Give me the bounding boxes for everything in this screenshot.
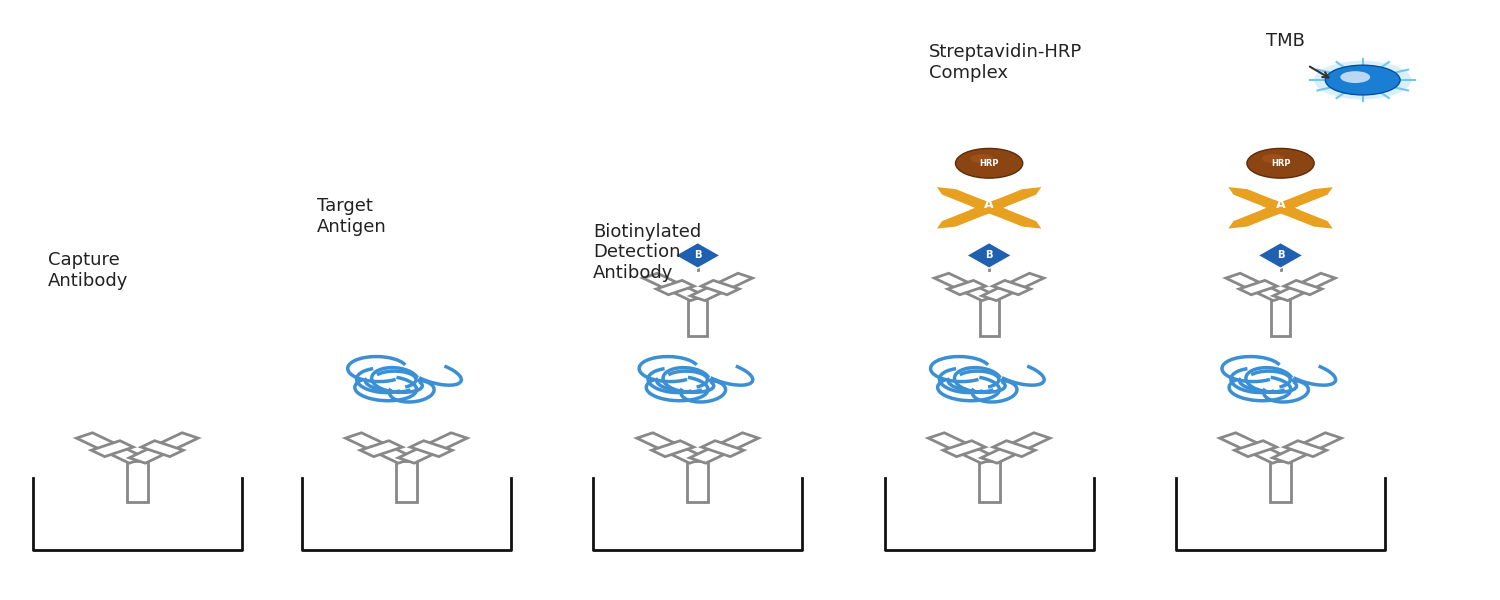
Text: B: B	[986, 250, 993, 260]
Polygon shape	[1274, 273, 1335, 301]
Polygon shape	[1228, 187, 1299, 215]
Polygon shape	[981, 433, 1050, 463]
Ellipse shape	[1341, 71, 1370, 83]
Polygon shape	[928, 433, 998, 463]
Bar	[687, 461, 708, 502]
Ellipse shape	[1246, 148, 1314, 178]
Bar	[128, 461, 147, 502]
Bar	[1270, 298, 1290, 335]
Polygon shape	[948, 280, 986, 295]
Polygon shape	[76, 433, 146, 463]
Polygon shape	[675, 242, 720, 268]
Polygon shape	[129, 433, 198, 463]
Text: A: A	[1275, 199, 1286, 211]
Text: TMB: TMB	[1266, 32, 1305, 50]
Bar	[978, 461, 999, 502]
Bar	[396, 461, 417, 502]
Text: HRP: HRP	[1270, 159, 1290, 168]
Polygon shape	[141, 440, 183, 457]
Polygon shape	[690, 273, 753, 301]
Polygon shape	[1284, 280, 1322, 295]
Ellipse shape	[1314, 61, 1412, 100]
Polygon shape	[690, 433, 759, 463]
Polygon shape	[970, 200, 1041, 229]
Polygon shape	[970, 187, 1041, 215]
Text: Target
Antigen: Target Antigen	[316, 197, 387, 236]
Polygon shape	[1228, 200, 1299, 229]
Polygon shape	[993, 440, 1035, 457]
Text: A: A	[984, 199, 994, 211]
Polygon shape	[1272, 433, 1341, 463]
Text: HRP: HRP	[980, 159, 999, 168]
Polygon shape	[644, 273, 705, 301]
Ellipse shape	[1262, 154, 1284, 163]
Polygon shape	[399, 433, 466, 463]
Polygon shape	[966, 242, 1011, 268]
Polygon shape	[982, 273, 1044, 301]
Polygon shape	[410, 440, 453, 457]
Polygon shape	[700, 280, 740, 295]
Polygon shape	[1262, 187, 1332, 215]
Text: B: B	[1276, 250, 1284, 260]
Text: Biotinylated
Detection
Antibody: Biotinylated Detection Antibody	[592, 223, 702, 282]
Polygon shape	[345, 433, 414, 463]
Bar	[980, 298, 999, 335]
Polygon shape	[657, 280, 694, 295]
Bar	[688, 298, 706, 335]
Polygon shape	[1226, 273, 1287, 301]
Ellipse shape	[970, 154, 993, 163]
Polygon shape	[1234, 440, 1276, 457]
Bar	[1270, 461, 1292, 502]
Polygon shape	[92, 440, 134, 457]
Polygon shape	[360, 440, 402, 457]
Text: B: B	[694, 250, 702, 260]
Polygon shape	[638, 433, 705, 463]
Ellipse shape	[956, 148, 1023, 178]
Ellipse shape	[1326, 65, 1400, 95]
Polygon shape	[1258, 242, 1304, 268]
Polygon shape	[702, 440, 744, 457]
Polygon shape	[934, 273, 996, 301]
Polygon shape	[993, 280, 1030, 295]
Text: Streptavidin-HRP
Complex: Streptavidin-HRP Complex	[930, 43, 1083, 82]
Polygon shape	[1284, 440, 1326, 457]
Polygon shape	[944, 440, 986, 457]
Text: Capture
Antibody: Capture Antibody	[48, 251, 128, 290]
Polygon shape	[1239, 280, 1276, 295]
Polygon shape	[938, 200, 1008, 229]
Polygon shape	[651, 440, 694, 457]
Polygon shape	[1220, 433, 1288, 463]
Polygon shape	[1262, 200, 1332, 229]
Polygon shape	[938, 187, 1008, 215]
